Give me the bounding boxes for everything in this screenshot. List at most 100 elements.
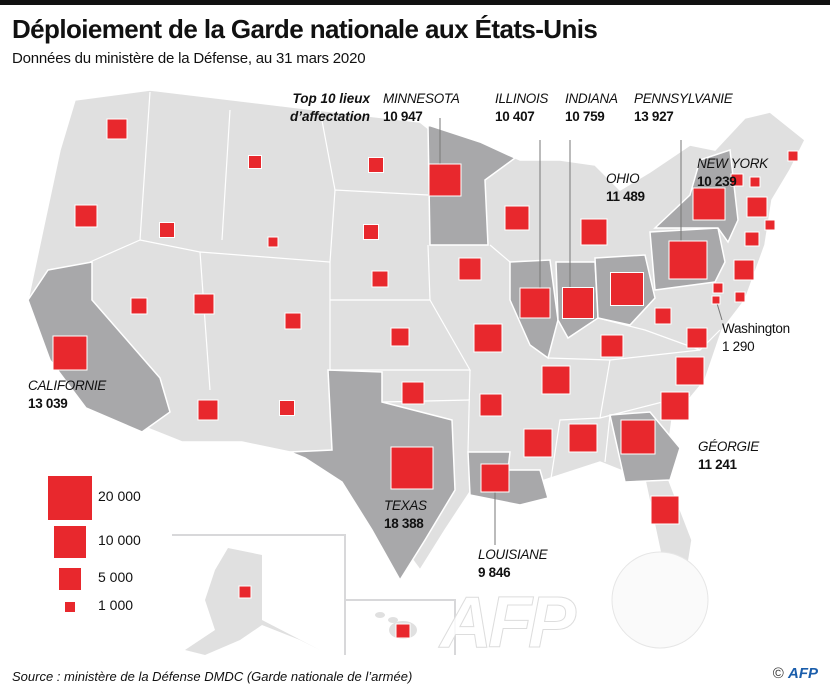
deployment-square	[363, 224, 379, 240]
deployment-square	[712, 282, 724, 294]
deployment-square	[480, 463, 510, 493]
deployment-square	[620, 419, 656, 455]
state-label: LOUISIANE 9 846	[478, 546, 548, 582]
state-label: INDIANA 10 759	[565, 90, 618, 126]
state-value: 13 039	[28, 396, 68, 411]
deployment-square	[284, 312, 302, 330]
source-note: Source : ministère de la Défense DMDC (G…	[12, 669, 413, 684]
legend-label: 5 000	[98, 569, 134, 585]
deployment-square	[390, 446, 434, 490]
deployment-square	[395, 623, 411, 639]
deployment-square	[106, 118, 128, 140]
deployment-squares	[52, 118, 799, 639]
state-value: 18 388	[384, 516, 424, 531]
credit: © AFP	[773, 665, 818, 682]
deployment-square	[401, 381, 425, 405]
legend-label: 10 000	[98, 532, 141, 548]
deployment-square	[541, 365, 571, 395]
legend-label: 20 000	[98, 488, 141, 504]
state-california	[27, 261, 171, 433]
deployment-square	[692, 187, 726, 221]
deployment-square	[580, 218, 608, 246]
page-subtitle: Données du ministère de la Défense, au 3…	[12, 50, 366, 67]
legend-label: 1 000	[98, 597, 134, 613]
alaska	[185, 548, 320, 655]
deployment-square	[568, 423, 598, 453]
deployment-square	[711, 295, 721, 305]
deployment-square	[610, 272, 644, 306]
state-label: NEW YORK 10 239	[697, 155, 768, 191]
copyright-symbol: ©	[772, 665, 784, 682]
state-value: 10 239	[697, 174, 737, 189]
state-name: GÉORGIE	[698, 439, 759, 454]
top10-label: Top 10 lieux d’affectation	[289, 91, 370, 124]
deployment-square	[473, 323, 503, 353]
legend-square	[47, 475, 93, 521]
state-label: MINNESOTA 10 947	[383, 90, 460, 126]
state-name: PENNSYLVANIE	[634, 91, 733, 106]
deployment-square	[730, 173, 744, 187]
deployment-square	[734, 291, 746, 303]
state-name: LOUISIANE	[478, 547, 548, 562]
legend-square	[64, 601, 76, 613]
legend-square	[58, 567, 82, 591]
deployment-square	[458, 257, 482, 281]
state-name: ILLINOIS	[495, 91, 549, 106]
state-name: TEXAS	[384, 498, 427, 513]
deployment-square	[371, 270, 389, 288]
deployment-square	[197, 399, 219, 421]
state-label: OHIO 11 489	[606, 170, 645, 206]
state-label: PENNSYLVANIE 13 927	[634, 90, 733, 126]
state-label: TEXAS 18 388	[384, 497, 427, 533]
alaska-hawaii-inset-frame	[172, 534, 456, 655]
state-label: ILLINOIS 10 407	[495, 90, 548, 126]
state-label: GÉORGIE 11 241	[698, 438, 759, 474]
afp-watermark: AFP	[440, 583, 577, 663]
deployment-square	[130, 297, 148, 315]
state-value: 10 947	[383, 109, 423, 124]
deployment-square	[733, 259, 755, 281]
state-minnesota	[427, 123, 517, 246]
state-value: 9 846	[478, 565, 511, 580]
deployment-square	[654, 307, 672, 325]
deployment-square	[74, 204, 98, 228]
state-value: 11 489	[606, 189, 645, 204]
deployment-square	[390, 327, 410, 347]
state-label: Washington 1 290	[722, 320, 790, 356]
state-value: 10 759	[565, 109, 605, 124]
page-title: Déploiement de la Garde nationale aux Ét…	[12, 14, 598, 44]
deployment-square	[248, 155, 262, 169]
deployment-square	[600, 334, 624, 358]
deployment-square	[238, 585, 252, 599]
deployment-square	[368, 157, 384, 173]
deployment-square	[675, 356, 705, 386]
deployment-square	[650, 495, 680, 525]
state-value: 1 290	[722, 339, 755, 354]
deployment-square	[787, 150, 799, 162]
deployment-square	[504, 205, 530, 231]
state-value: 11 241	[698, 457, 737, 472]
legend-square	[53, 525, 87, 559]
deployment-square	[562, 287, 594, 319]
state-name: MINNESOTA	[383, 91, 460, 106]
top-bar	[0, 0, 830, 5]
state-name: Washington	[722, 321, 790, 336]
deployment-square	[744, 231, 760, 247]
deployment-square	[159, 222, 175, 238]
deployment-square	[267, 236, 279, 248]
state-name: CALIFORNIE	[28, 378, 107, 393]
state-value: 10 407	[495, 109, 535, 124]
deployment-square	[668, 240, 708, 280]
state-label: CALIFORNIE 13 039	[28, 377, 106, 413]
deployment-square	[279, 400, 295, 416]
golf-ball-watermark	[611, 551, 709, 649]
state-name: OHIO	[606, 171, 640, 186]
deployment-square	[749, 176, 761, 188]
deployment-square	[193, 293, 215, 315]
deployment-square	[519, 287, 551, 319]
deployment-square	[660, 391, 690, 421]
afp-logo: AFP	[788, 665, 818, 682]
deployment-square	[479, 393, 503, 417]
